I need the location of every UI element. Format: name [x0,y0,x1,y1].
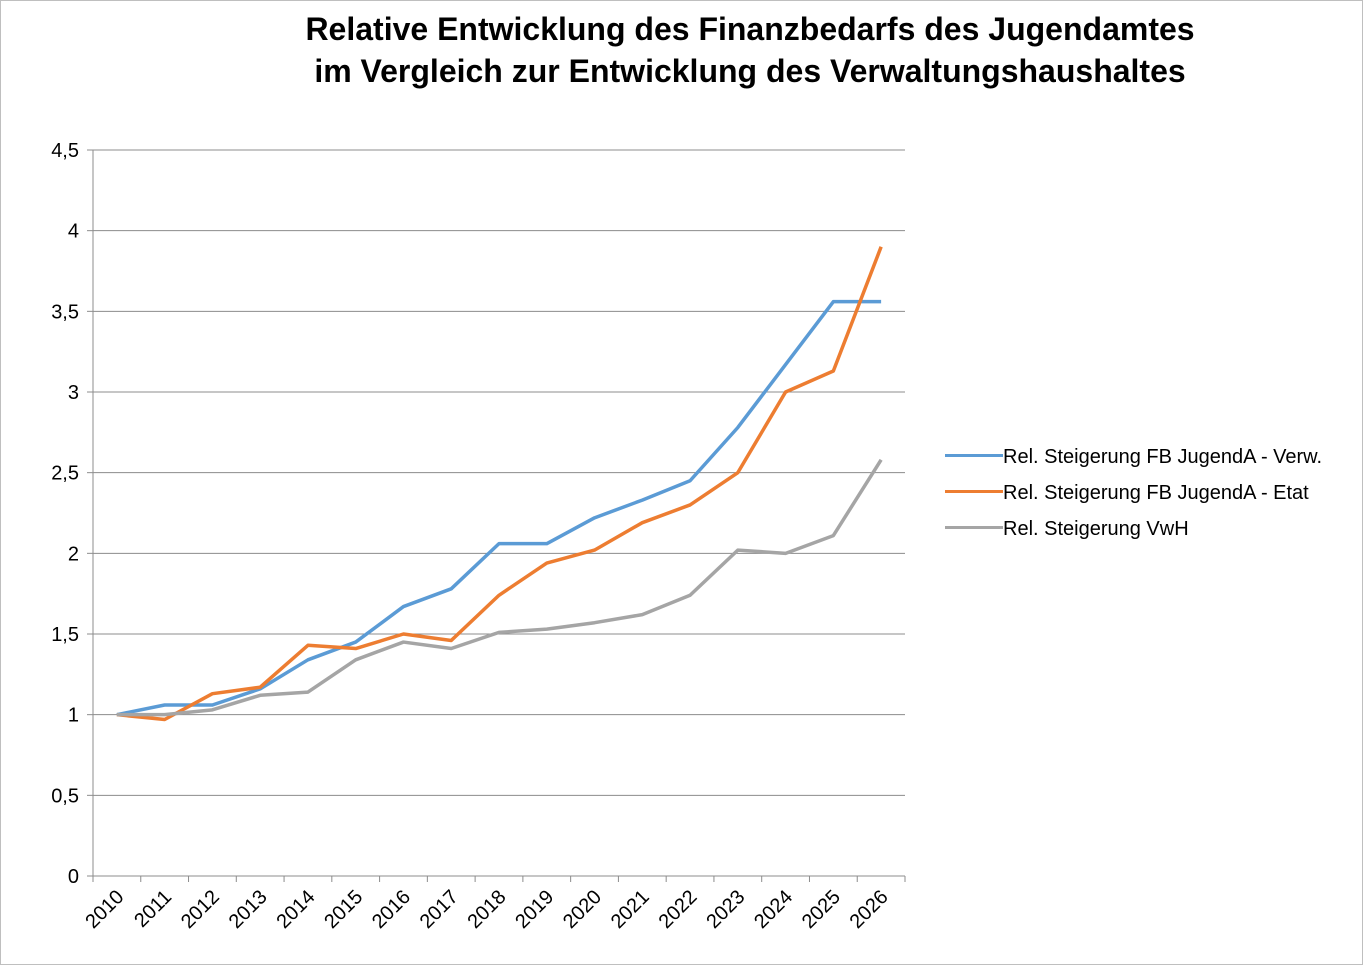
x-tick-label: 2023 [702,886,749,933]
legend-item: Rel. Steigerung FB JugendA - Etat [945,478,1355,508]
y-tick-label: 1,5 [51,624,79,646]
legend-label: Rel. Steigerung FB JugendA - Etat [1003,482,1309,504]
y-tick-label: 0,5 [51,785,79,807]
series-line [116,246,883,722]
x-tick-label: 2022 [655,886,702,933]
series-line [116,458,883,717]
legend-swatch [945,454,1003,457]
y-tick-label: 4 [68,221,79,243]
x-tick-label: 2024 [750,886,797,933]
chart-title: Relative Entwicklung des Finanzbedarfs d… [305,11,1194,47]
x-tick-label: 2020 [559,886,606,933]
series-line [116,299,882,717]
legend-item: Rel. Steigerung FB JugendA - Verw. [945,442,1355,472]
legend-label: Rel. Steigerung VwH [1003,518,1189,540]
y-tick-label: 0 [68,866,79,888]
x-tick-label: 2010 [81,886,128,933]
x-tick-label: 2019 [511,886,558,933]
x-tick-label: 2026 [846,886,893,933]
x-tick-label: 2021 [607,886,654,933]
x-tick-label: 2012 [177,886,224,933]
x-tick-label: 2016 [368,886,415,933]
x-tick-label: 2017 [416,886,463,933]
y-tick-label: 2,5 [51,463,79,485]
y-tick-label: 1 [68,705,79,727]
y-tick-label: 4,5 [51,140,79,162]
x-tick-label: 2015 [320,886,367,933]
y-tick-label: 3,5 [51,301,79,323]
x-tick-label: 2011 [130,886,176,932]
y-tick-label: 3 [68,382,79,404]
legend-swatch [945,526,1003,529]
x-tick-label: 2014 [272,886,319,933]
x-tick-label: 2013 [225,886,272,933]
legend: Rel. Steigerung FB JugendA - Verw. Rel. S… [945,442,1355,550]
legend-item: Rel. Steigerung VwH [945,514,1355,544]
chart-title: im Vergleich zur Entwicklung des Verwalt… [314,53,1185,89]
legend-label: Rel. Steigerung FB JugendA - Verw. [1003,446,1323,468]
y-tick-label: 2 [68,543,79,565]
x-tick-label: 2018 [464,886,511,933]
x-tick-label: 2025 [798,886,845,933]
legend-swatch [945,490,1003,493]
